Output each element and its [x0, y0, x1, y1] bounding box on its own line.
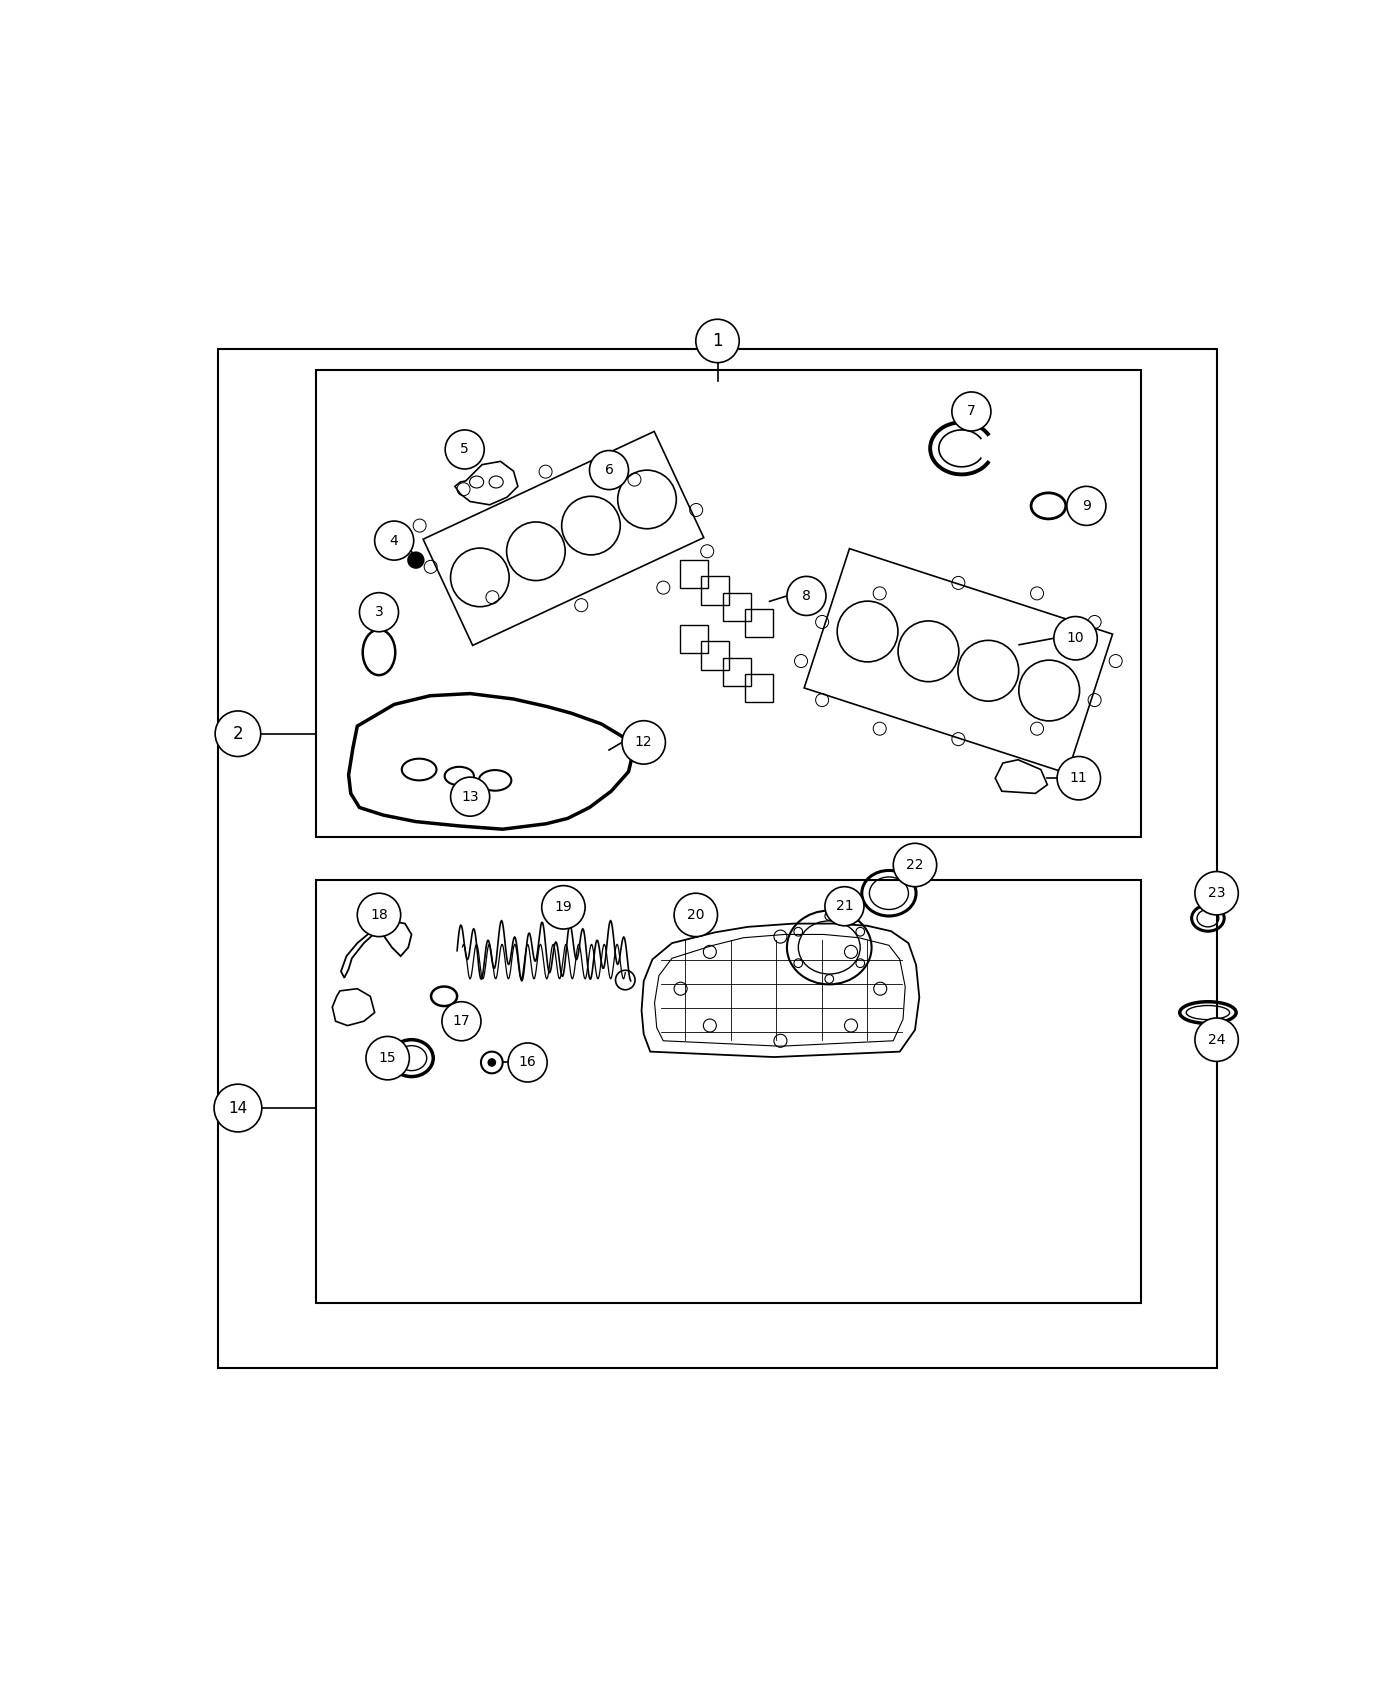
Circle shape	[214, 1085, 262, 1132]
Circle shape	[952, 393, 991, 432]
Text: 6: 6	[605, 462, 613, 478]
Circle shape	[1054, 617, 1098, 660]
Text: 11: 11	[1070, 772, 1088, 785]
Circle shape	[445, 430, 484, 469]
Text: 16: 16	[519, 1056, 536, 1069]
Circle shape	[375, 522, 414, 559]
Text: 1: 1	[713, 332, 722, 350]
Circle shape	[787, 576, 826, 615]
Circle shape	[508, 1044, 547, 1081]
Circle shape	[1057, 756, 1100, 801]
Text: 22: 22	[906, 858, 924, 872]
Circle shape	[673, 892, 717, 937]
Circle shape	[442, 1001, 482, 1040]
Circle shape	[1194, 1018, 1239, 1061]
Circle shape	[893, 843, 937, 887]
Text: 4: 4	[389, 534, 399, 547]
Text: 9: 9	[1082, 498, 1091, 513]
Bar	[679, 559, 708, 588]
Circle shape	[357, 892, 400, 937]
Bar	[745, 675, 773, 702]
Circle shape	[365, 1037, 409, 1080]
Circle shape	[360, 593, 399, 632]
Text: 15: 15	[379, 1051, 396, 1066]
Circle shape	[696, 320, 739, 362]
Bar	[316, 881, 1141, 1304]
Text: 14: 14	[228, 1100, 248, 1115]
Circle shape	[589, 450, 629, 490]
Text: 10: 10	[1067, 631, 1085, 646]
Text: 17: 17	[452, 1015, 470, 1028]
Text: 23: 23	[1208, 886, 1225, 901]
Text: 5: 5	[461, 442, 469, 457]
Bar	[722, 593, 752, 620]
Circle shape	[407, 551, 424, 570]
Bar	[745, 609, 773, 638]
Text: 19: 19	[554, 901, 573, 915]
Circle shape	[542, 886, 585, 928]
Text: 21: 21	[836, 899, 853, 913]
Bar	[701, 641, 729, 670]
Circle shape	[451, 777, 490, 816]
Bar	[722, 658, 752, 687]
Text: 8: 8	[802, 588, 811, 604]
Circle shape	[825, 887, 864, 926]
Circle shape	[216, 711, 260, 757]
Circle shape	[1067, 486, 1106, 525]
Circle shape	[622, 721, 665, 763]
Text: 24: 24	[1208, 1032, 1225, 1047]
Bar	[701, 576, 729, 605]
Text: 7: 7	[967, 405, 976, 418]
Circle shape	[1194, 872, 1239, 915]
Bar	[679, 626, 708, 653]
Text: 2: 2	[232, 724, 244, 743]
Text: 12: 12	[636, 736, 652, 750]
Text: 13: 13	[462, 790, 479, 804]
Text: 3: 3	[375, 605, 384, 619]
Text: 18: 18	[370, 908, 388, 921]
Bar	[316, 371, 1141, 836]
Circle shape	[487, 1057, 496, 1068]
Text: 20: 20	[687, 908, 704, 921]
